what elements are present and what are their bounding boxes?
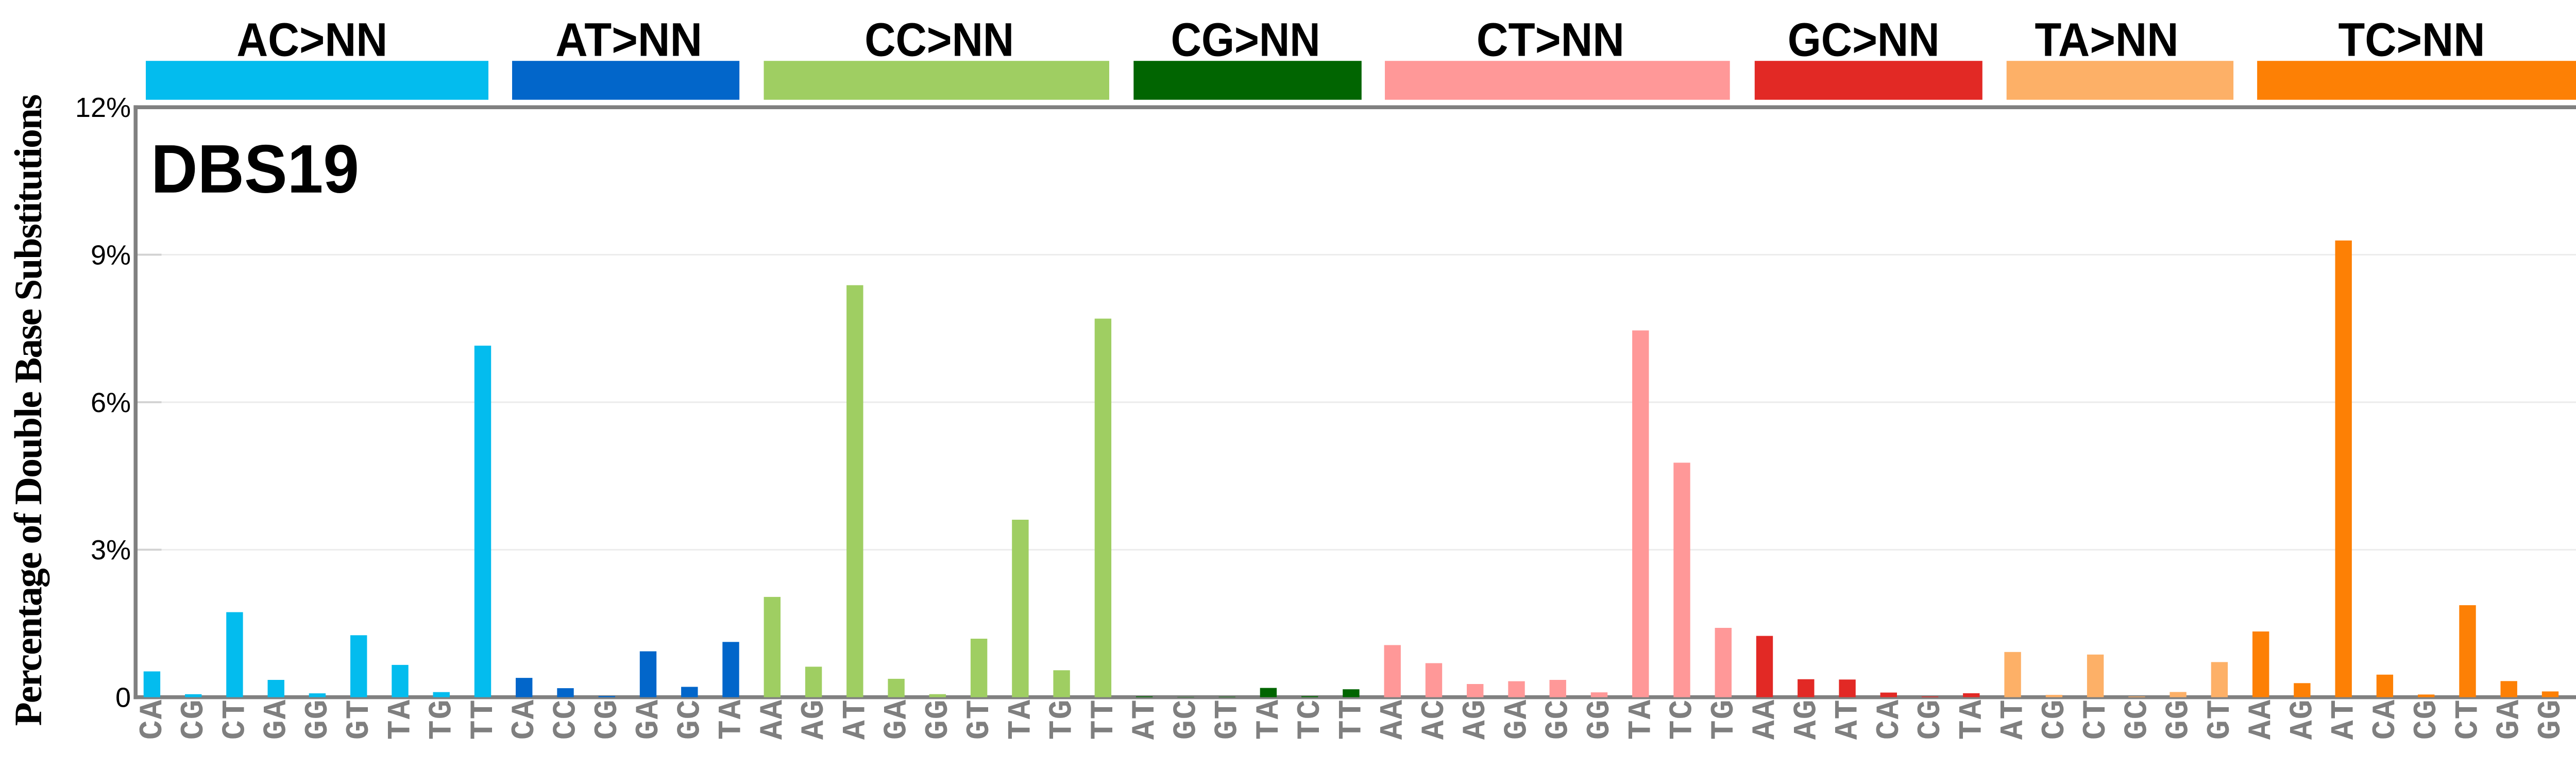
svg-text:CA: CA — [506, 699, 543, 740]
svg-text:GA: GA — [259, 699, 295, 740]
svg-text:GC: GC — [672, 699, 708, 740]
svg-text:GC>NN: GC>NN — [1788, 14, 1940, 66]
svg-text:TG: TG — [1706, 699, 1742, 740]
svg-text:GA: GA — [631, 699, 667, 740]
svg-text:CA: CA — [134, 699, 171, 740]
svg-text:Percentage of Double Base Subs: Percentage of Double Base Substitutions — [7, 95, 50, 726]
svg-text:TT: TT — [1333, 699, 1370, 740]
svg-text:GT: GT — [961, 699, 998, 740]
svg-text:AA: AA — [2243, 699, 2280, 740]
svg-text:AT>NN: AT>NN — [555, 14, 702, 66]
svg-text:GC: GC — [1540, 699, 1577, 740]
svg-text:CA: CA — [1871, 699, 1908, 740]
svg-text:AT: AT — [1830, 699, 1867, 740]
svg-text:AT: AT — [1995, 699, 2032, 740]
svg-text:CG: CG — [2037, 699, 2073, 740]
svg-text:TG: TG — [424, 699, 461, 740]
svg-text:AG: AG — [1458, 699, 1494, 740]
svg-text:AA: AA — [1375, 699, 1412, 740]
svg-text:GT: GT — [1210, 699, 1246, 740]
svg-text:12%: 12% — [75, 92, 131, 123]
svg-text:DBS19: DBS19 — [151, 131, 359, 208]
svg-text:CC>NN: CC>NN — [865, 14, 1014, 66]
svg-text:TA: TA — [1003, 699, 1039, 740]
svg-text:CG>NN: CG>NN — [1171, 14, 1320, 66]
svg-text:TA: TA — [714, 699, 750, 740]
svg-text:AA: AA — [755, 699, 791, 740]
svg-text:AT: AT — [2326, 699, 2363, 740]
svg-text:GG: GG — [300, 699, 336, 740]
svg-text:AG: AG — [796, 699, 833, 740]
svg-text:6%: 6% — [91, 387, 131, 418]
svg-text:AT: AT — [837, 699, 874, 740]
svg-text:TT: TT — [1086, 699, 1122, 740]
svg-text:CT: CT — [2450, 699, 2487, 740]
svg-text:GG: GG — [1582, 699, 1618, 740]
svg-text:TA: TA — [1623, 699, 1659, 740]
svg-text:AC: AC — [1416, 699, 1453, 740]
svg-text:TA: TA — [383, 699, 419, 740]
svg-text:GA: GA — [1499, 699, 1536, 740]
svg-text:CG: CG — [176, 699, 212, 740]
svg-text:GA: GA — [2492, 699, 2528, 740]
svg-text:GC: GC — [1168, 699, 1205, 740]
svg-text:CG: CG — [1912, 699, 1949, 740]
svg-text:9%: 9% — [91, 240, 131, 271]
svg-text:TC: TC — [1292, 699, 1329, 740]
svg-text:TC>NN: TC>NN — [2338, 14, 2485, 66]
svg-text:TG: TG — [1044, 699, 1081, 740]
svg-text:GT: GT — [2202, 699, 2239, 740]
svg-text:CT: CT — [217, 699, 253, 740]
svg-text:3%: 3% — [91, 535, 131, 566]
svg-text:AC>NN: AC>NN — [236, 14, 387, 66]
svg-text:TA: TA — [1251, 699, 1287, 740]
svg-text:AG: AG — [1788, 699, 1825, 740]
svg-text:GT: GT — [2574, 699, 2576, 740]
svg-text:TT: TT — [465, 699, 502, 740]
svg-text:CT: CT — [2078, 699, 2114, 740]
svg-text:AA: AA — [1747, 699, 1784, 740]
svg-text:AT: AT — [1127, 699, 1163, 740]
svg-text:GG: GG — [920, 699, 957, 740]
svg-text:CG: CG — [2409, 699, 2445, 740]
svg-text:GG: GG — [2161, 699, 2197, 740]
svg-text:AG: AG — [2284, 699, 2321, 740]
svg-text:GC: GC — [2119, 699, 2156, 740]
svg-text:TC: TC — [1665, 699, 1701, 740]
svg-text:GT: GT — [341, 699, 378, 740]
svg-text:GA: GA — [879, 699, 916, 740]
svg-text:TA>NN: TA>NN — [2035, 14, 2179, 66]
svg-text:GG: GG — [2533, 699, 2569, 740]
svg-text:CC: CC — [548, 699, 585, 740]
svg-text:CG: CG — [589, 699, 626, 740]
svg-text:CA: CA — [2367, 699, 2404, 740]
svg-text:TA: TA — [1954, 699, 1990, 740]
svg-text:CT>NN: CT>NN — [1477, 14, 1624, 66]
svg-text:0: 0 — [115, 682, 131, 713]
